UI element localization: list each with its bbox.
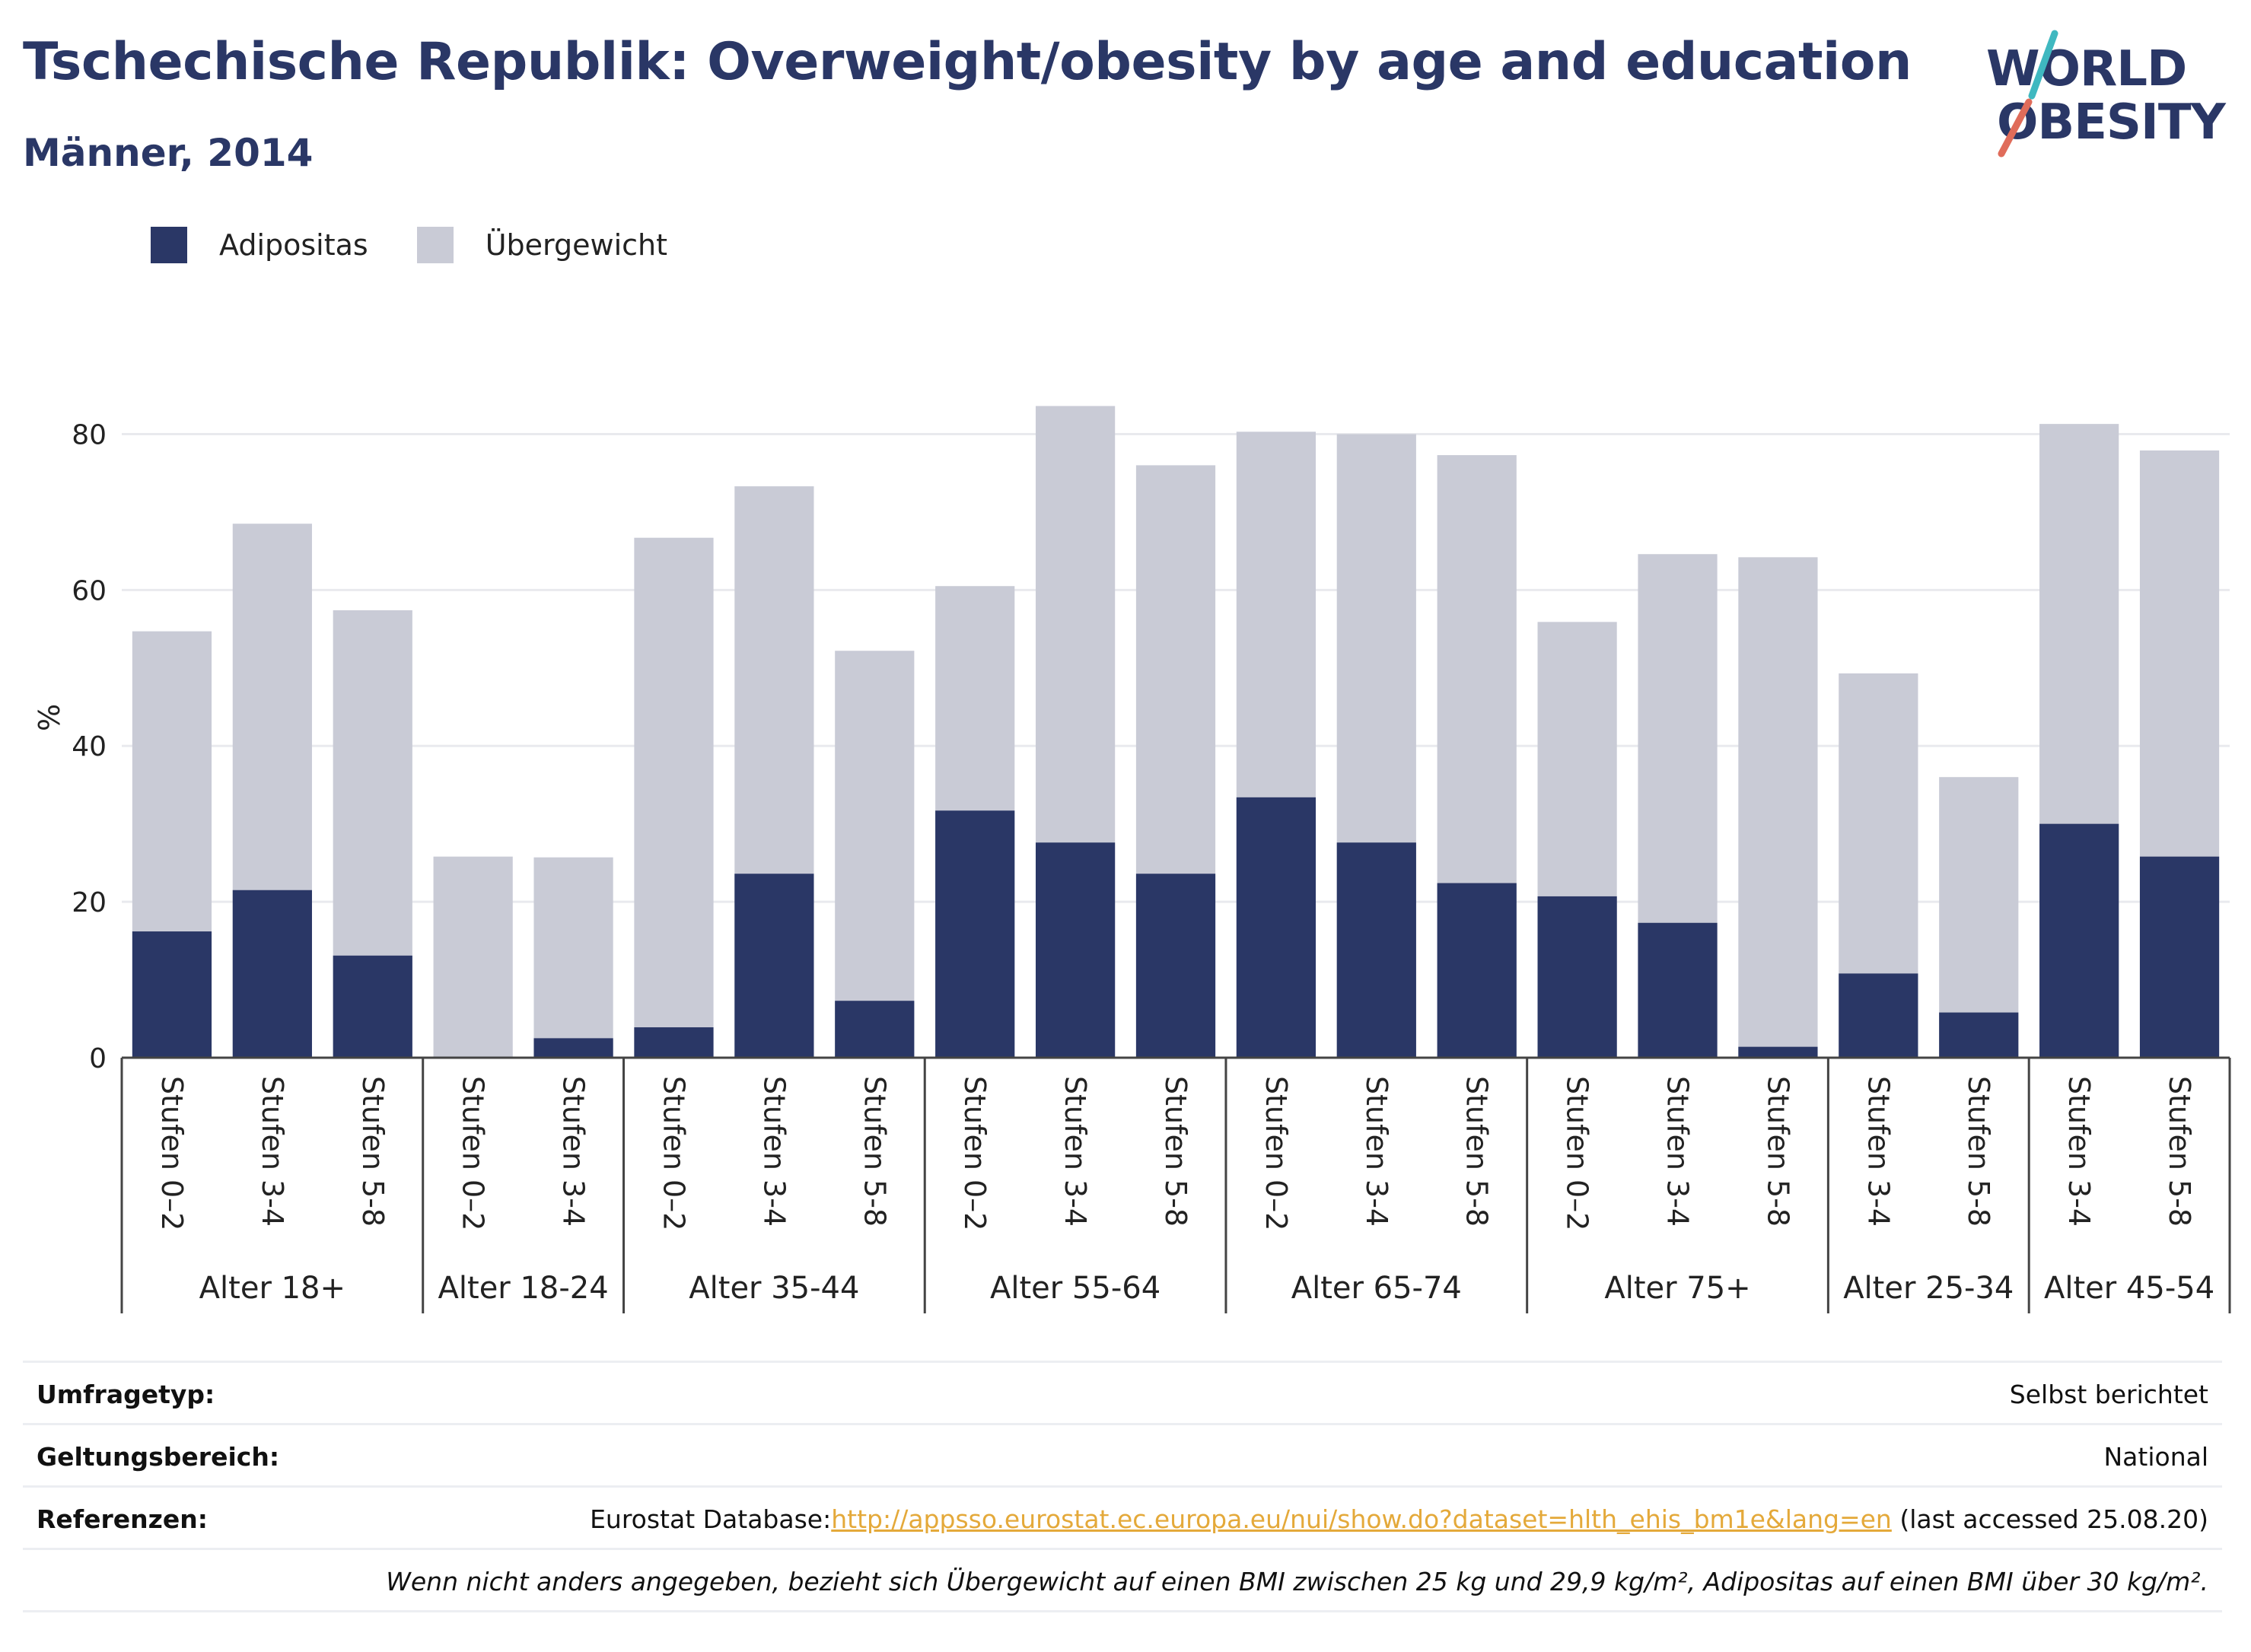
obesity-bar [2139, 856, 2220, 1058]
obesity-bar [2039, 823, 2119, 1058]
x-tick-label: Stufen 5-8 [858, 1076, 891, 1227]
x-tick-label: Stufen 5-8 [1962, 1076, 1995, 1227]
survey-type-label: Umfragetyp: [37, 1380, 215, 1409]
obesity-bar [634, 1027, 714, 1058]
x-tick-label: Stufen 5-8 [1159, 1076, 1192, 1227]
x-tick-label: Stufen 3-4 [2062, 1076, 2096, 1227]
x-tick-label: Stufen 0–2 [1259, 1076, 1293, 1230]
obesity-bar [1537, 896, 1617, 1058]
obesity-bar [333, 955, 412, 1058]
obesity-bar [1839, 973, 1918, 1058]
x-tick-label: Stufen 3-4 [1059, 1076, 1092, 1227]
references-value: Eurostat Database:http://appsso.eurostat… [590, 1504, 2208, 1534]
y-tick-label: 80 [72, 419, 107, 450]
y-axis-label: % [33, 704, 66, 731]
obesity-bar [1236, 797, 1317, 1058]
chart-legend: Adipositas Übergewicht [151, 222, 716, 268]
page-subtitle: Männer, 2014 [23, 131, 314, 175]
x-tick-label: Stufen 3-4 [1360, 1076, 1393, 1227]
obesity-bar [1437, 883, 1517, 1058]
scope-value: National [2103, 1442, 2208, 1472]
x-tick-label: Stufen 0–2 [155, 1076, 189, 1230]
x-tick-label: Stufen 3-4 [1661, 1076, 1695, 1227]
x-tick-label: Stufen 0–2 [657, 1076, 690, 1230]
page-title: Tschechische Republik: Overweight/obesit… [23, 32, 1912, 92]
x-tick-label: Stufen 3-4 [557, 1076, 591, 1227]
y-tick-label: 0 [89, 1043, 107, 1074]
overweight-bar [634, 537, 714, 1058]
obesity-bar [1336, 842, 1416, 1058]
y-tick-label: 60 [72, 575, 107, 606]
bar-chart: 0 20 40 60 80% Stufen 0–2 Stufen 3-4 Stufen 5-8… [33, 406, 2231, 1313]
group-label: Alter 18+ [199, 1271, 345, 1306]
svg-text:WORLD: WORLD [1986, 41, 2186, 97]
references-link[interactable]: http://appsso.eurostat.ec.europa.eu/nui/… [831, 1504, 1892, 1534]
legend-swatch-obesity [151, 227, 187, 263]
y-tick-label: 20 [72, 887, 107, 918]
overweight-bar [533, 857, 613, 1058]
info-row-references: Referenzen: Eurostat Database:http://app… [23, 1485, 2222, 1550]
group-label: Alter 75+ [1604, 1271, 1750, 1306]
obesity-bar [1738, 1046, 1818, 1058]
x-tick-label: Stufen 5-8 [1761, 1076, 1794, 1227]
obesity-bar [1035, 842, 1116, 1058]
survey-type-value: Selbst berichtet [2009, 1380, 2208, 1409]
x-tick-label: Stufen 5-8 [1460, 1076, 1494, 1227]
info-bottom-divider [23, 1610, 2222, 1612]
group-label: Alter 35-44 [689, 1271, 859, 1306]
info-row-survey-type: Umfragetyp: Selbst berichtet [23, 1361, 2222, 1425]
x-tick-label: Stufen 5-8 [2163, 1076, 2196, 1227]
x-tick-label: Stufen 3-4 [1861, 1076, 1895, 1227]
obesity-bar [533, 1038, 613, 1058]
obesity-bar [734, 874, 814, 1058]
references-prefix: Eurostat Database: [590, 1504, 832, 1534]
legend-label-overweight: Übergewicht [485, 228, 667, 262]
world-obesity-logo: WORLD OBESITY [1986, 30, 2227, 158]
x-tick-label: Stufen 0–2 [457, 1076, 490, 1230]
group-label: Alter 45-54 [2044, 1271, 2214, 1306]
info-row-note: Wenn nicht anders angegeben, bezieht sic… [23, 1548, 2222, 1612]
obesity-bar [935, 810, 1015, 1058]
obesity-bar [835, 1001, 915, 1058]
group-label: Alter 55-64 [990, 1271, 1161, 1306]
legend-swatch-overweight [416, 227, 454, 263]
obesity-bar [1939, 1012, 2019, 1058]
group-label: Alter 65-74 [1291, 1271, 1462, 1306]
obesity-bar [1638, 922, 1718, 1058]
scope-label: Geltungsbereich: [37, 1442, 280, 1472]
legend-label-obesity: Adipositas [219, 228, 368, 262]
info-row-scope: Geltungsbereich: National [23, 1423, 2222, 1488]
x-tick-label: Stufen 0–2 [1561, 1076, 1594, 1230]
group-label: Alter 25-34 [1843, 1271, 2014, 1306]
obesity-bar [1135, 874, 1216, 1058]
legend-item-overweight: Übergewicht [416, 227, 667, 263]
overweight-bar [835, 651, 915, 1058]
overweight-bar [1738, 557, 1818, 1058]
definition-note: Wenn nicht anders angegeben, bezieht sic… [386, 1567, 2208, 1596]
overweight-bar [433, 856, 513, 1058]
references-suffix: (last accessed 25.08.20) [1891, 1504, 2208, 1534]
x-tick-label: Stufen 0–2 [958, 1076, 992, 1230]
x-tick-label: Stufen 3-4 [757, 1076, 791, 1227]
x-tick-label: Stufen 3-4 [256, 1076, 289, 1227]
group-label: Alter 18-24 [438, 1271, 609, 1306]
obesity-bar [232, 890, 312, 1058]
y-tick-label: 40 [72, 731, 107, 762]
legend-item-obesity: Adipositas [151, 227, 368, 263]
x-tick-label: Stufen 5-8 [356, 1076, 390, 1227]
references-label: Referenzen: [37, 1504, 208, 1534]
overweight-bar [1939, 777, 2019, 1058]
obesity-bar [132, 931, 212, 1058]
svg-text:OBESITY: OBESITY [1997, 94, 2226, 151]
